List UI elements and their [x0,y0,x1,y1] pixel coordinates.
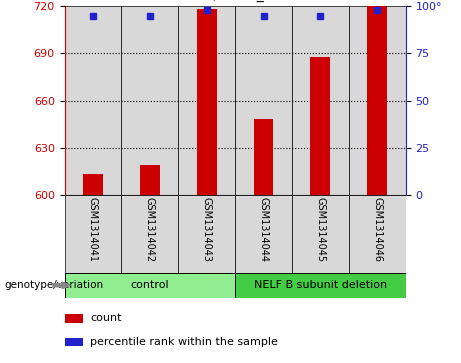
Bar [121,6,178,195]
Text: NELF B subunit deletion: NELF B subunit deletion [254,280,387,290]
Bar [349,195,406,273]
Bar [254,119,273,195]
Bar [292,195,349,273]
Bar [235,273,406,298]
Bar [83,175,103,195]
Bar [65,195,121,273]
Text: GSM1314041: GSM1314041 [88,197,98,262]
Title: GDS5302 / ILMN_3104349: GDS5302 / ILMN_3104349 [144,0,326,3]
Bar [178,195,235,273]
Bar [178,6,235,195]
Bar [65,6,121,195]
Text: genotype/variation: genotype/variation [5,280,104,290]
Bar [197,9,217,195]
Text: GSM1314042: GSM1314042 [145,197,155,262]
Text: GSM1314043: GSM1314043 [201,197,212,262]
Text: GSM1314045: GSM1314045 [315,197,325,262]
Text: count: count [90,313,122,323]
Text: control: control [130,280,169,290]
Bar [235,195,292,273]
Bar [121,195,178,273]
Bar [65,273,235,298]
Bar [65,314,83,323]
Text: percentile rank within the sample: percentile rank within the sample [90,337,278,347]
Bar [235,6,292,195]
Text: GSM1314046: GSM1314046 [372,197,382,262]
Bar [65,338,83,346]
Bar [349,6,406,195]
Bar [292,6,349,195]
Bar [310,57,331,195]
Bar [140,165,160,195]
Bar [367,6,387,195]
Text: GSM1314044: GSM1314044 [259,197,269,262]
